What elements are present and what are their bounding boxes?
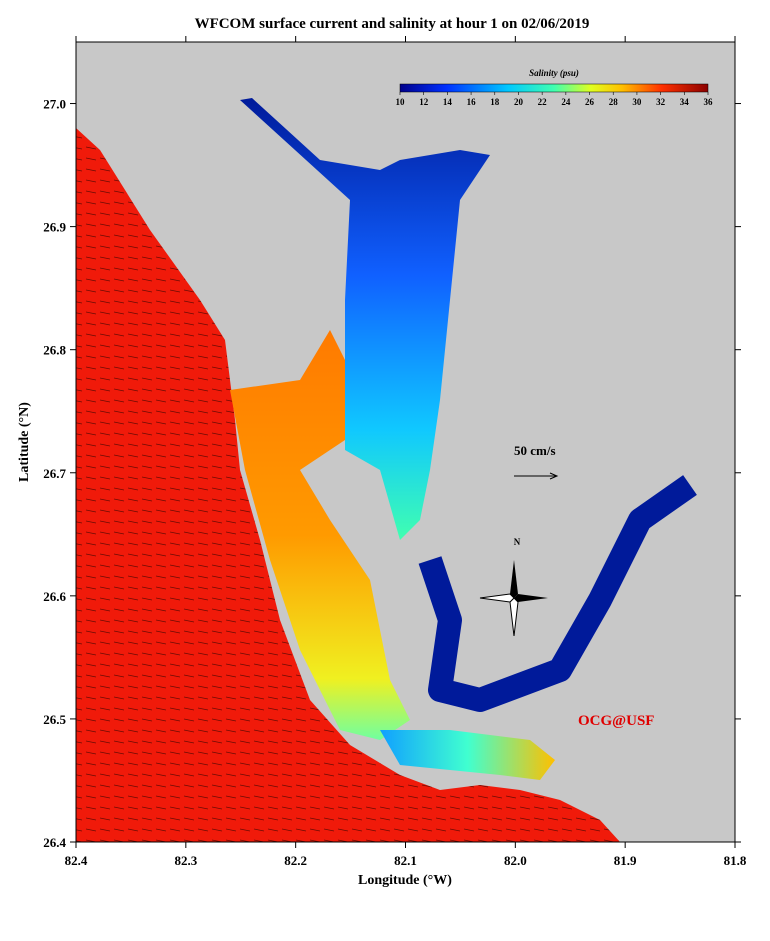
compass — [514, 594, 548, 602]
scale-arrowhead — [549, 472, 559, 480]
colorbar-tick-label: 18 — [490, 97, 500, 107]
colorbar-tick-label: 32 — [656, 97, 666, 107]
colorbar-tick-label: 36 — [704, 97, 714, 107]
colorbar-tick-label: 14 — [443, 97, 453, 107]
colorbar-tick-label: 20 — [514, 97, 524, 107]
y-axis-label: Latitude (°N) — [17, 402, 32, 482]
colorbar-tick-label: 26 — [585, 97, 595, 107]
plot-area: Salinity (psu) 50 cm/s OCG@USF N — [75, 41, 736, 843]
title: WFCOM surface current and salinity at ho… — [195, 16, 590, 32]
north-label: N — [514, 537, 521, 547]
upper-harbor — [240, 98, 490, 540]
credit: OCG@USF — [578, 713, 654, 729]
colorbar-tick-label: 34 — [680, 97, 690, 107]
y-tick-label: 26.9 — [43, 220, 66, 235]
current-vectors — [76, 128, 620, 842]
colorbar-tick-label: 24 — [561, 97, 571, 107]
colorbar-tick-label: 10 — [396, 97, 406, 107]
y-tick-label: 27.0 — [43, 97, 66, 112]
x-axis-label: Longitude (°W) — [358, 873, 452, 888]
compass — [510, 560, 518, 598]
colorbar-tick-label: 12 — [419, 97, 429, 107]
river — [418, 475, 697, 712]
x-tick-label: 81.9 — [614, 853, 637, 868]
y-tick-label: 26.4 — [43, 835, 66, 850]
colorbar — [399, 83, 709, 93]
y-tick-label: 26.5 — [43, 712, 66, 727]
colorbar-label: Salinity (psu) — [529, 68, 579, 78]
mid-harbor — [230, 330, 410, 740]
x-tick-label: 82.4 — [65, 853, 88, 868]
y-tick-label: 26.7 — [43, 466, 66, 481]
y-tick-label: 26.6 — [43, 589, 66, 604]
colorbar-tick-label: 30 — [632, 97, 642, 107]
x-tick-label: 82.1 — [394, 853, 417, 868]
x-tick-label: 82.2 — [284, 853, 307, 868]
colorbar-tick-label: 28 — [609, 97, 619, 107]
x-tick-label: 82.0 — [504, 853, 527, 868]
x-tick-label: 81.8 — [724, 853, 747, 868]
colorbar-tick-label: 16 — [467, 97, 477, 107]
scale-label: 50 cm/s — [514, 443, 556, 458]
colorbar-tick-label: 22 — [538, 97, 548, 107]
lower-bay — [380, 730, 555, 780]
y-tick-label: 26.8 — [43, 343, 66, 358]
x-tick-label: 82.3 — [174, 853, 197, 868]
